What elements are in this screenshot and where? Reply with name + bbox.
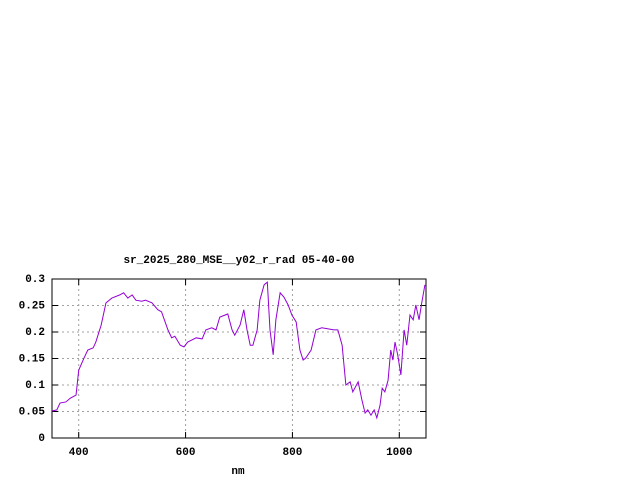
- x-tick-label: 800: [283, 447, 303, 459]
- y-tick-label: 0.3: [25, 274, 45, 286]
- x-tick-label: 400: [69, 447, 89, 459]
- x-axis-label: nm: [231, 466, 245, 478]
- plot-border: [51, 278, 427, 439]
- y-tick-label: 0.05: [19, 406, 46, 418]
- y-tick-label: 0.25: [19, 300, 46, 312]
- y-tick-label: 0.1: [25, 380, 45, 392]
- chart-title: sr_2025_280_MSE__y02_r_rad 05-40-00: [123, 255, 354, 267]
- data-line: [51, 281, 426, 420]
- x-tick-label: 1000: [386, 447, 412, 459]
- y-tick-label: 0.2: [25, 327, 45, 339]
- y-tick-label: 0.15: [19, 353, 46, 365]
- y-tick-label: 0: [38, 433, 45, 445]
- x-tick-label: 600: [176, 447, 196, 459]
